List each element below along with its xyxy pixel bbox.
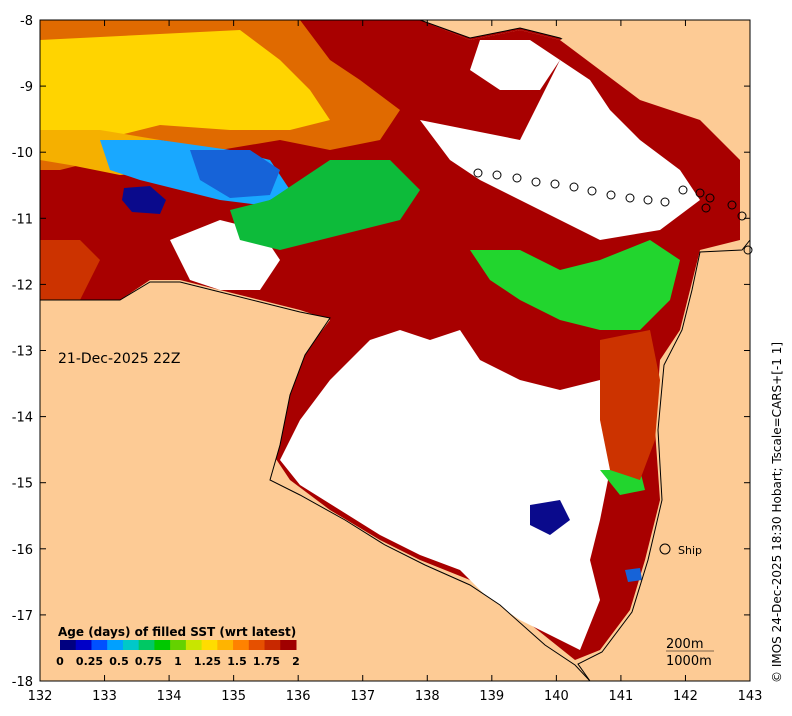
colorbar-tick-label: 1.75 [253,655,280,668]
ship-label: Ship [678,544,702,557]
colorbar-swatch [201,640,218,650]
y-tick-label: -10 [12,146,33,161]
colorbar-swatches [60,640,297,650]
contour-1000m: 1000m [666,654,712,669]
colorbar-swatch [154,640,171,650]
colorbar-tick-label: 0 [56,655,64,668]
y-tick-label: -18 [12,675,33,690]
colorbar-swatch [170,640,187,650]
y-tick-label: -8 [20,14,33,29]
x-tick-label: 141 [608,689,633,704]
colorbar-swatch [138,640,155,650]
x-tick-label: 136 [286,689,311,704]
x-tick-label: 133 [92,689,117,704]
y-tick-label: -9 [20,80,33,95]
ship-track [473,168,753,255]
y-tick-label: -13 [12,345,33,360]
x-tick-label: 132 [28,689,53,704]
colorbar-swatch [122,640,140,650]
colorbar-tick-label: 0.75 [135,655,162,668]
colorbar-swatch [248,640,266,650]
colorbar-swatch [60,640,77,650]
x-tick-label: 142 [673,689,698,704]
colorbar-swatch [264,640,281,650]
x-tick-label: 135 [221,689,246,704]
y-tick-label: -17 [12,609,33,624]
y-tick-label: -14 [12,411,33,426]
colorbar-tick-label: 2 [292,655,300,668]
land-layer [39,19,751,682]
y-tick-label: -12 [12,278,33,293]
colorbar-swatch [107,640,124,650]
x-tick-label: 134 [157,689,182,704]
date-label: 21-Dec-2025 22Z [58,351,181,367]
colorbar-swatch [185,640,203,650]
colorbar-swatch [75,640,92,650]
y-axis-ticks: -8 -9 -10 -11 -12 -13 -14 -15 -16 -17 -18 [12,14,750,690]
colorbar-ticks: 0 0.25 0.5 0.75 1 1.25 1.5 1.75 2 [56,655,300,668]
x-tick-label: 140 [544,689,569,704]
colorbar-title: Age (days) of filled SST (wrt latest) [58,625,296,639]
colorbar-swatch [91,640,108,650]
y-tick-label: -15 [12,477,33,492]
colorbar-swatch [233,640,250,650]
colorbar-tick-label: 1 [174,655,182,668]
x-tick-label: 138 [415,689,440,704]
ocean-layer [40,20,750,660]
x-tick-label: 143 [738,689,763,704]
colorbar-tick-label: 1.5 [227,655,247,668]
ship-marker-icon [659,543,671,555]
colorbar-swatch [280,640,297,650]
x-axis-ticks: 132 133 134 135 136 137 138 139 140 141 142 143 [28,20,763,704]
x-tick-label: 139 [479,689,504,704]
colorbar-tick-label: 0.5 [109,655,129,668]
colorbar-swatch [217,640,234,650]
y-tick-label: -11 [12,212,33,227]
credit-text: © IMOS 24-Dec-2025 18:30 Hobart; Tscale=… [770,342,784,683]
colorbar-tick-label: 0.25 [76,655,103,668]
x-tick-label: 137 [350,689,375,704]
contour-200m: 200m [666,637,703,652]
y-tick-label: -16 [12,543,33,558]
colorbar-tick-label: 1.25 [194,655,221,668]
